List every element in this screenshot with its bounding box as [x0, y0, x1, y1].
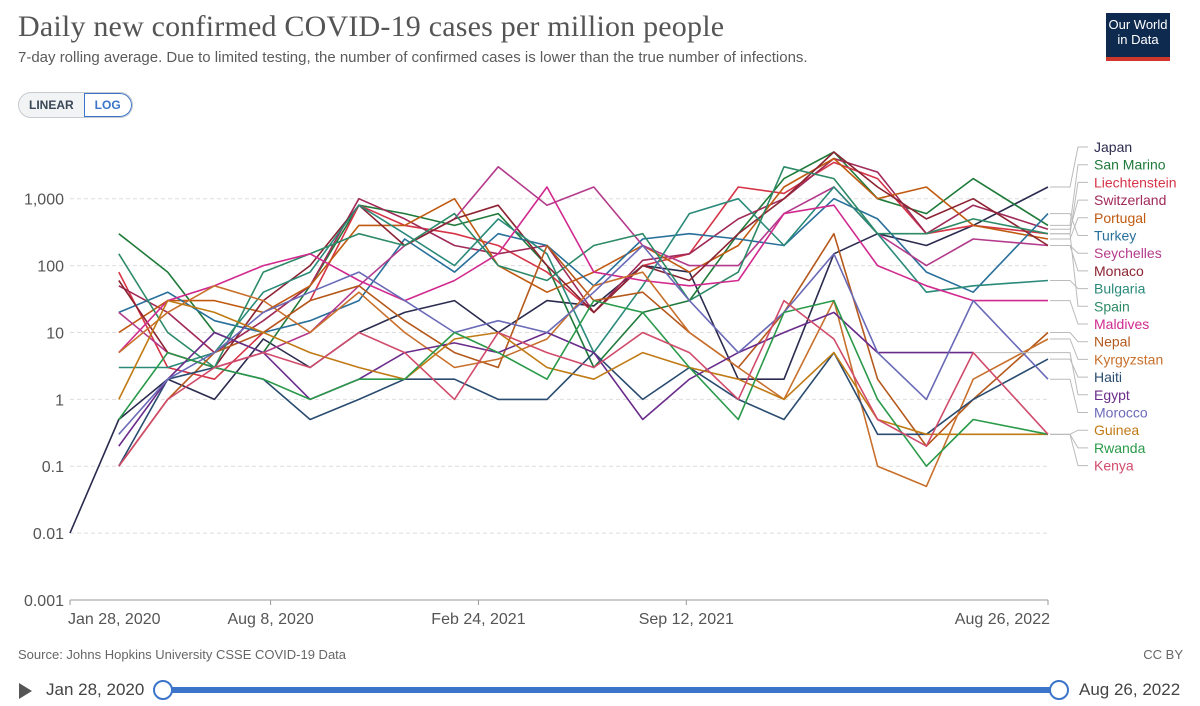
- legend-label[interactable]: Spain: [1094, 298, 1130, 314]
- y-tick-label: 1,000: [24, 192, 64, 209]
- series-line-nepal[interactable]: [118, 232, 1049, 467]
- series-line-morocco[interactable]: [118, 244, 1049, 435]
- series-line-maldives[interactable]: [118, 186, 1048, 354]
- series-line-haiti[interactable]: [118, 351, 1049, 467]
- legend-label[interactable]: Guinea: [1094, 422, 1139, 438]
- legend-connector: [1050, 331, 1088, 343]
- series-line-switzerland[interactable]: [118, 157, 1049, 354]
- series-line-monaco[interactable]: [118, 151, 1049, 369]
- legend-label[interactable]: Monaco: [1094, 263, 1144, 279]
- legend-connector: [1050, 338, 1088, 360]
- legend-connector: [1050, 181, 1088, 235]
- license-link[interactable]: CC BY: [1143, 647, 1183, 662]
- legend-label[interactable]: San Marino: [1094, 157, 1166, 173]
- x-tick-label: Sep 12, 2021: [639, 611, 734, 628]
- legend-connector: [1050, 164, 1088, 226]
- series-line-japan[interactable]: [69, 186, 1049, 534]
- timeline-end-label: Aug 26, 2022: [1079, 680, 1181, 699]
- series-line-rwanda[interactable]: [118, 299, 1049, 467]
- legend-label[interactable]: Switzerland: [1094, 192, 1166, 208]
- legend-connector: [1050, 300, 1088, 325]
- series-line-kenya[interactable]: [118, 299, 1049, 467]
- legend-label[interactable]: Haiti: [1094, 369, 1122, 385]
- y-tick-label: 0.01: [33, 526, 64, 543]
- timeline-track[interactable]: [161, 687, 1059, 693]
- legend-label[interactable]: Turkey: [1094, 228, 1136, 244]
- owid-logo[interactable]: Our World in Data: [1106, 13, 1170, 61]
- legend-connector: [1050, 358, 1088, 378]
- logo-line-1: Our World: [1108, 17, 1168, 32]
- legend-connector: [1050, 429, 1088, 435]
- legend-connector: [1050, 146, 1088, 188]
- legend-label[interactable]: Nepal: [1094, 334, 1131, 350]
- series-line-spain[interactable]: [118, 166, 1049, 369]
- legend-connector: [1050, 244, 1088, 272]
- timeline-start-handle[interactable]: [153, 680, 173, 700]
- chart-subtitle: 7-day rolling average. Due to limited te…: [18, 49, 808, 66]
- legend-connector: [1050, 217, 1088, 240]
- legend-connector: [1050, 213, 1088, 236]
- x-axis: Jan 28, 2020 Aug 8, 2020 Feb 24, 2021 Sep 1…: [68, 599, 1050, 628]
- legend-label[interactable]: Rwanda: [1094, 440, 1146, 456]
- x-tick-label: Aug 26, 2022: [955, 611, 1050, 628]
- timeline: Jan 28, 2020 Aug 26, 2022: [0, 674, 1200, 706]
- legend-connector: [1050, 233, 1088, 307]
- legend-label[interactable]: Seychelles: [1094, 245, 1162, 261]
- legend-label[interactable]: Liechtenstein: [1094, 174, 1177, 190]
- logo-line-2: in Data: [1117, 32, 1159, 47]
- x-tick-label: Feb 24, 2021: [431, 611, 525, 628]
- chart-title: Daily new confirmed COVID-19 cases per m…: [18, 10, 725, 43]
- legend-label[interactable]: Egypt: [1094, 387, 1130, 403]
- line-chart: 0.001 0.01 0.1 1 10 100 1,000 Jan 28, 2020 Aug …: [24, 139, 1177, 628]
- legend-label[interactable]: Kyrgyzstan: [1094, 351, 1163, 367]
- legend-label[interactable]: Japan: [1094, 139, 1132, 155]
- play-icon[interactable]: [19, 683, 32, 699]
- y-tick-label: 100: [37, 259, 64, 276]
- legend-connector: [1050, 279, 1088, 290]
- legend-connector: [975, 352, 1088, 396]
- source-note: Source: Johns Hopkins University CSSE CO…: [18, 647, 347, 662]
- series-lines: [69, 151, 1049, 534]
- y-tick-label: 10: [46, 325, 64, 342]
- legend-connector: [1050, 199, 1088, 230]
- legend-connector: [1050, 244, 1088, 254]
- legend-label[interactable]: Morocco: [1094, 405, 1148, 421]
- y-tick-label: 1: [55, 392, 64, 409]
- x-tick-label: Jan 28, 2020: [68, 611, 161, 628]
- legend-connector: [1050, 378, 1088, 413]
- legend-label[interactable]: Portugal: [1094, 210, 1146, 226]
- legend-connector: [1050, 433, 1088, 449]
- series-line-portugal[interactable]: [118, 157, 1049, 334]
- legend-connector: [1050, 433, 1088, 467]
- series-line-bulgaria[interactable]: [118, 186, 1049, 369]
- scale-toggle: LINEAR LOG: [18, 92, 133, 118]
- series-line-guinea[interactable]: [118, 299, 1048, 436]
- legend-label[interactable]: Maldives: [1094, 316, 1149, 332]
- linear-scale-button[interactable]: LINEAR: [29, 98, 74, 112]
- y-tick-label: 0.1: [42, 459, 64, 476]
- timeline-start-label: Jan 28, 2020: [46, 680, 145, 699]
- x-tick-label: Aug 8, 2020: [227, 611, 313, 628]
- timeline-end-handle[interactable]: [1049, 680, 1069, 700]
- log-scale-button[interactable]: LOG: [83, 93, 132, 117]
- legend-label[interactable]: Kenya: [1094, 458, 1134, 474]
- y-axis: 0.001 0.01 0.1 1 10 100 1,000: [24, 192, 64, 610]
- series-line-turkey[interactable]: [118, 197, 1049, 334]
- y-tick-label: 0.001: [24, 593, 64, 610]
- legend-label[interactable]: Bulgaria: [1094, 281, 1146, 297]
